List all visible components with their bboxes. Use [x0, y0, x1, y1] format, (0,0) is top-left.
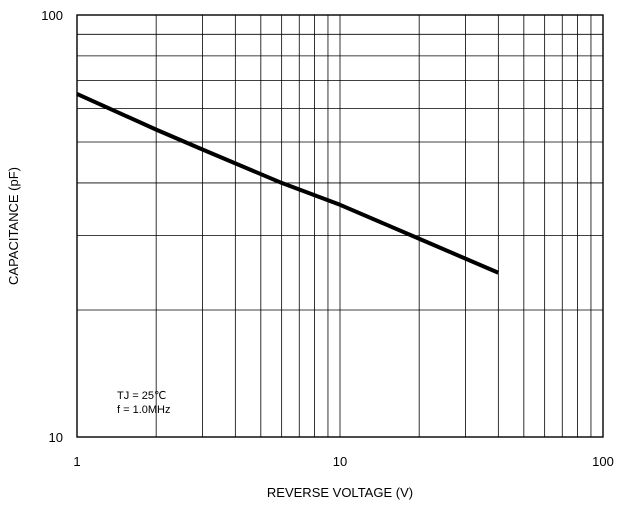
grid-layer [77, 15, 603, 437]
annotation-junction-temperature: TJ = 25℃ [117, 390, 166, 402]
x-tick-label: 100 [592, 454, 614, 469]
x-tick-label: 1 [73, 454, 80, 469]
x-axis-label: REVERSE VOLTAGE (V) [267, 485, 413, 500]
series-layer [76, 92, 500, 275]
capacitance-curve [76, 92, 500, 275]
x-tick-label: 10 [333, 454, 347, 469]
tick-labels: 1 10 100 10 100 [41, 8, 614, 469]
plot-frame [76, 14, 604, 438]
y-tick-label: 10 [49, 430, 63, 445]
y-tick-label: 100 [41, 8, 63, 23]
annotation-test-frequency: f = 1.0MHz [117, 404, 171, 416]
y-axis-label: CAPACITANCE (pF) [6, 167, 21, 285]
